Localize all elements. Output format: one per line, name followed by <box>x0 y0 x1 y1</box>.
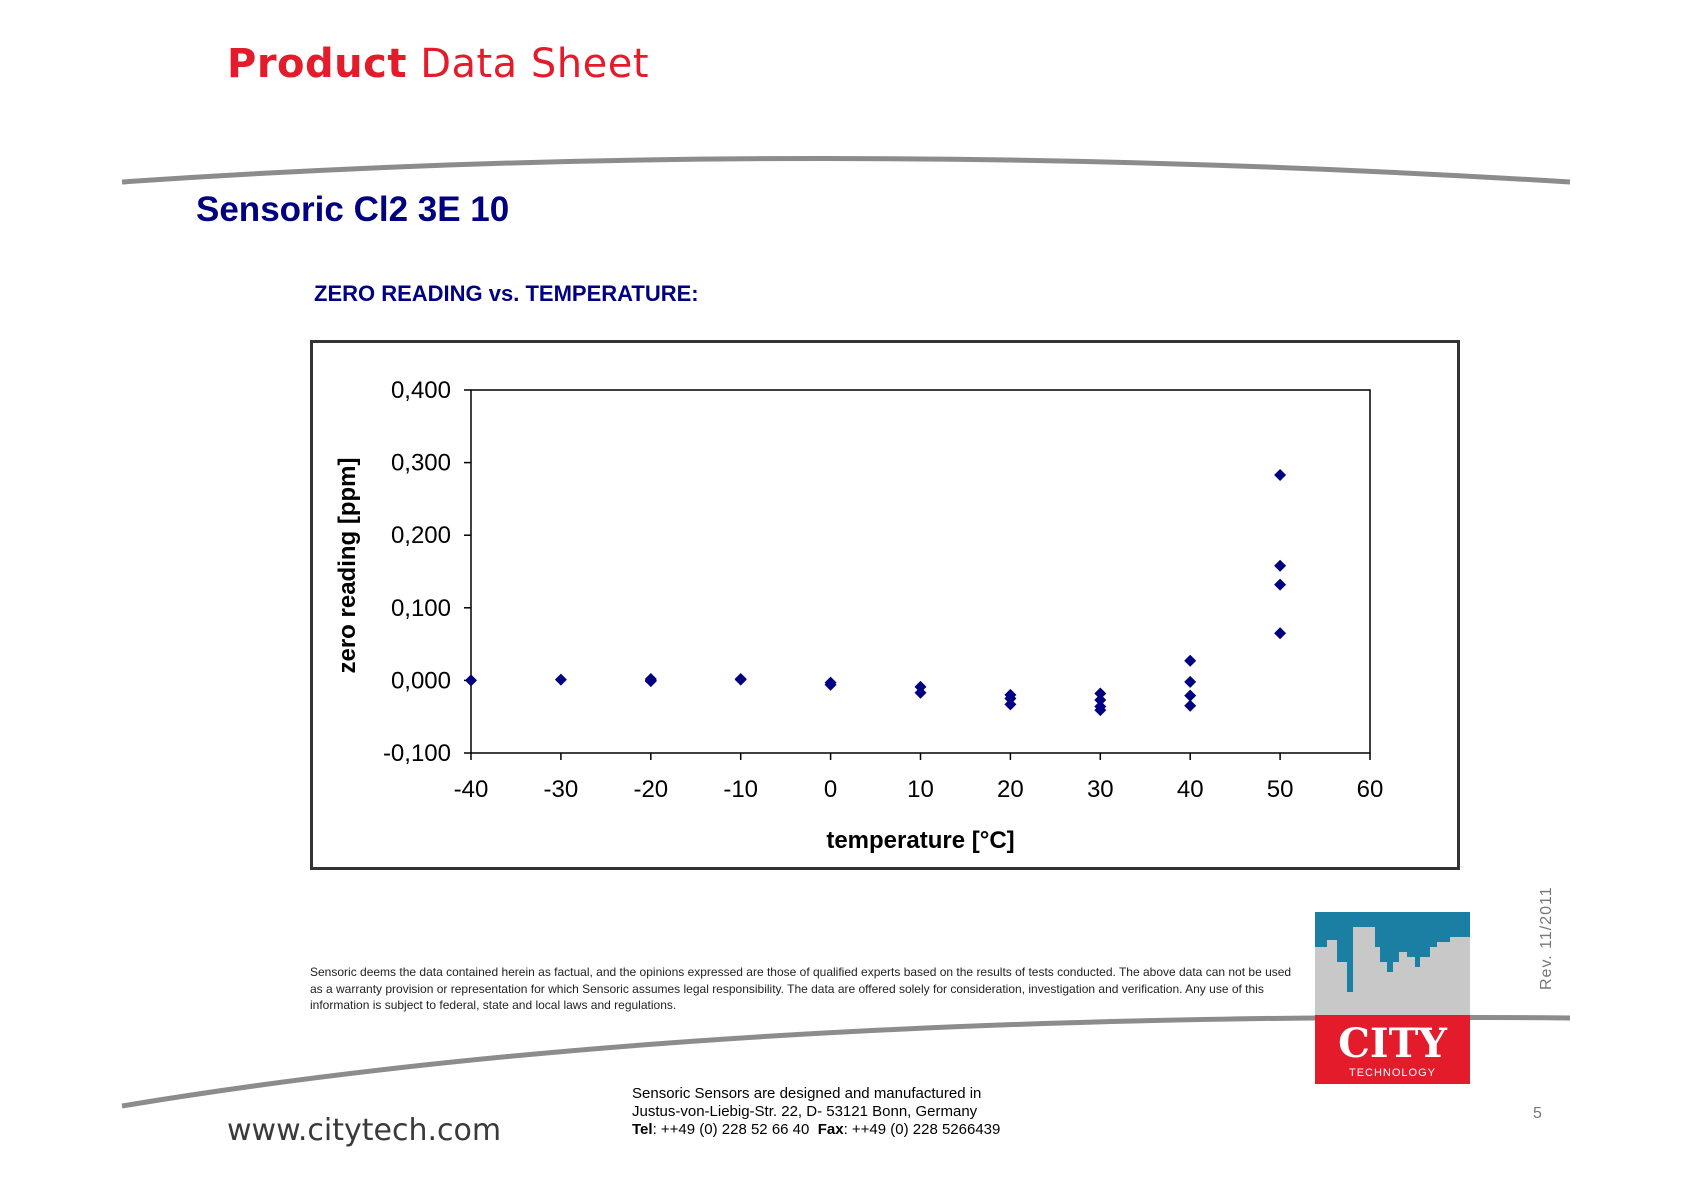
data-point <box>554 673 567 686</box>
y-tick-label: -0,100 <box>383 740 451 767</box>
data-point <box>1274 627 1287 640</box>
x-tick-label: -40 <box>454 776 489 803</box>
data-point <box>1094 694 1107 707</box>
data-point <box>1004 698 1017 711</box>
header-divider-curve <box>121 156 1571 185</box>
logo-name-text: CITY <box>1338 1020 1447 1067</box>
disclaimer: Sensoric deems the data contained herein… <box>310 965 1292 1012</box>
y-axis-label: zero reading [ppm] <box>334 457 361 673</box>
x-axis-label: temperature [°C] <box>826 827 1014 854</box>
x-tick-label: 10 <box>907 776 934 803</box>
header-title: Product Data Sheet <box>227 44 649 84</box>
fax-value: : ++49 (0) 228 5266439 <box>843 1121 1001 1138</box>
x-tick-label: 20 <box>997 776 1024 803</box>
tel-value: : ++49 (0) 228 52 66 40 <box>652 1121 810 1138</box>
page-number: 5 <box>1533 1105 1542 1122</box>
city-technology-logo: CITY TECHNOLOGY <box>1315 912 1470 1084</box>
revision-label: Rev. 11/2011 <box>1538 886 1555 990</box>
chart-frame: 0,400 0,300 0,200 0,100 0,000 -0,100 -40 -30 -20… <box>310 340 1460 870</box>
data-point <box>824 678 837 691</box>
y-tick-label: 0,000 <box>391 667 451 694</box>
data-point <box>1184 654 1197 667</box>
website-url[interactable]: www.citytech.com <box>227 1113 502 1148</box>
data-point <box>644 675 657 688</box>
y-tick-label: 0,300 <box>391 450 451 477</box>
x-tick-label: -10 <box>723 776 758 803</box>
data-point <box>465 674 477 687</box>
y-tick-label: 0,200 <box>391 522 451 549</box>
zero-reading-chart: 0,400 0,300 0,200 0,100 0,000 -0,100-40 -30 -20… <box>334 377 1384 854</box>
x-tick-label: 60 <box>1357 776 1384 803</box>
header-title-rest: Data Sheet <box>420 41 650 87</box>
section-title: ZERO READING vs. TEMPERATURE: <box>314 281 699 306</box>
header-title-bold: Product <box>227 41 407 87</box>
data-point <box>734 673 747 686</box>
logo-sub-text: TECHNOLOGY <box>1349 1067 1436 1079</box>
data-point <box>1274 578 1287 591</box>
fax-label: Fax <box>817 1121 844 1138</box>
tel-label: Tel <box>632 1121 653 1138</box>
x-tick-label: 0 <box>824 776 837 803</box>
x-tick-label: 40 <box>1177 776 1204 803</box>
y-tick-label: 0,400 <box>391 377 451 404</box>
x-tick-label: 50 <box>1267 776 1294 803</box>
data-point <box>1274 468 1287 481</box>
x-tick-label: 30 <box>1087 776 1114 803</box>
data-point <box>1094 704 1107 717</box>
address-line-2: Justus-von-Liebig-Str. 22, D- 53121 Bonn… <box>632 1103 978 1120</box>
product-name: Sensoric Cl2 3E 10 <box>196 190 510 229</box>
data-point <box>1094 687 1107 700</box>
data-point <box>914 686 927 699</box>
data-point <box>1274 559 1287 572</box>
x-tick-label: -20 <box>633 776 668 803</box>
data-point <box>1184 675 1197 688</box>
contact-line: Tel: ++49 (0) 228 52 66 40 Fax: ++49 (0)… <box>632 1121 1000 1139</box>
data-point <box>1184 699 1197 712</box>
address-line-1: Sensoric Sensors are designed and manufa… <box>632 1085 982 1102</box>
x-tick-label: -30 <box>544 776 579 803</box>
data-point <box>1184 689 1197 702</box>
y-tick-label: 0,100 <box>391 595 451 622</box>
address-block: Sensoric Sensors are designed and manufa… <box>632 1085 1000 1139</box>
